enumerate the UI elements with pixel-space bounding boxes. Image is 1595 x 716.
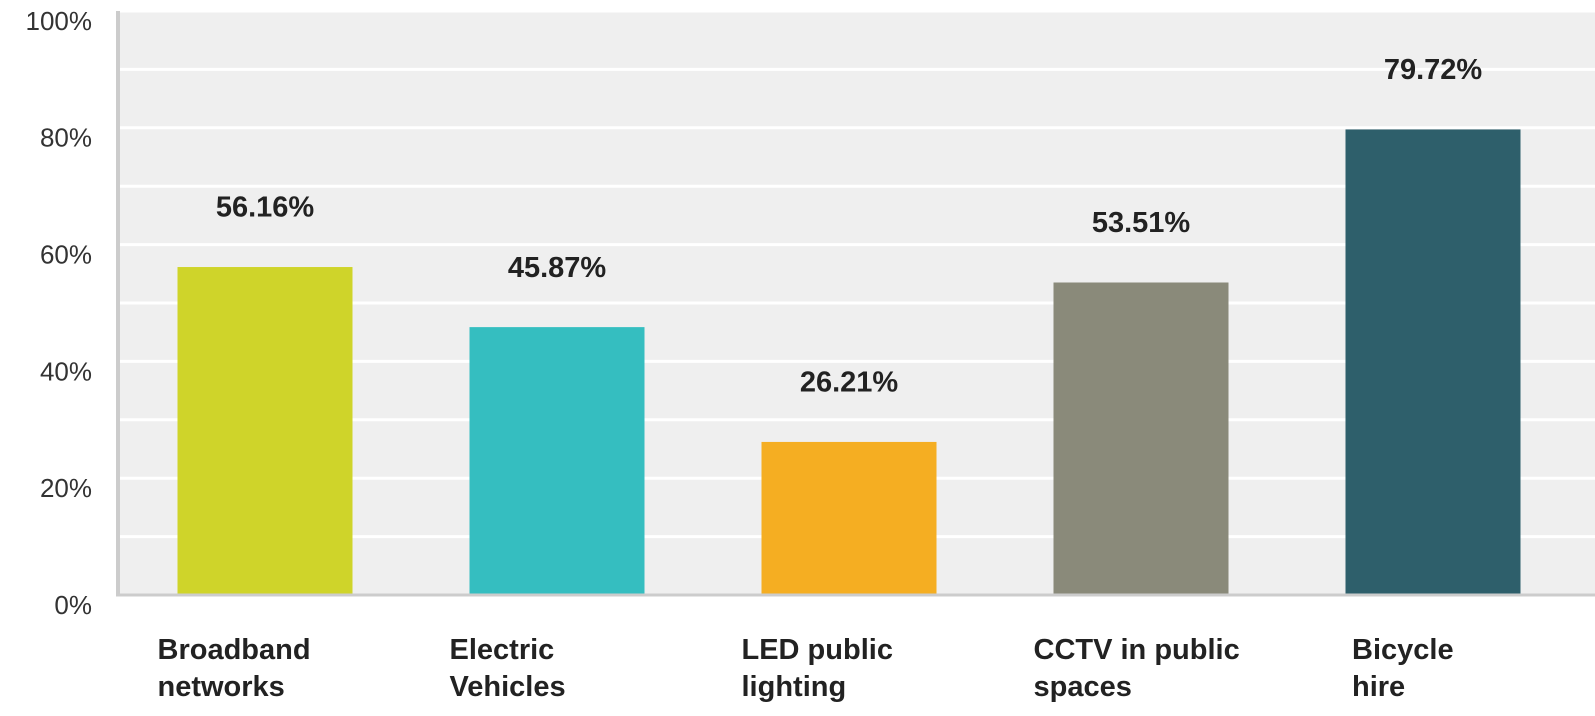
y-tick-label: 0% (54, 590, 92, 620)
data-label: 26.21% (800, 367, 899, 399)
bar (1345, 129, 1521, 596)
bar (177, 267, 353, 595)
x-tick-label: Bicycle hire (1352, 634, 1454, 703)
data-label: 79.72% (1384, 54, 1483, 86)
y-tick-label: 80% (40, 123, 92, 153)
x-tick-label: CCTV in public spaces (1033, 634, 1240, 703)
y-tick-label: 60% (40, 239, 92, 269)
y-tick-label: 20% (40, 473, 92, 503)
x-tick-label: Broadband networks (157, 634, 311, 703)
bar (1053, 282, 1229, 595)
x-tick-label: Electric Vehicles (449, 634, 566, 703)
y-tick-label: 40% (40, 356, 92, 386)
data-label: 56.16% (216, 192, 315, 224)
bar (469, 327, 645, 595)
x-tick-label: LED public lighting (741, 634, 893, 703)
bar (761, 441, 937, 595)
y-tick-label: 100% (26, 6, 93, 36)
data-label: 53.51% (1092, 207, 1191, 239)
data-label: 45.87% (508, 252, 607, 284)
